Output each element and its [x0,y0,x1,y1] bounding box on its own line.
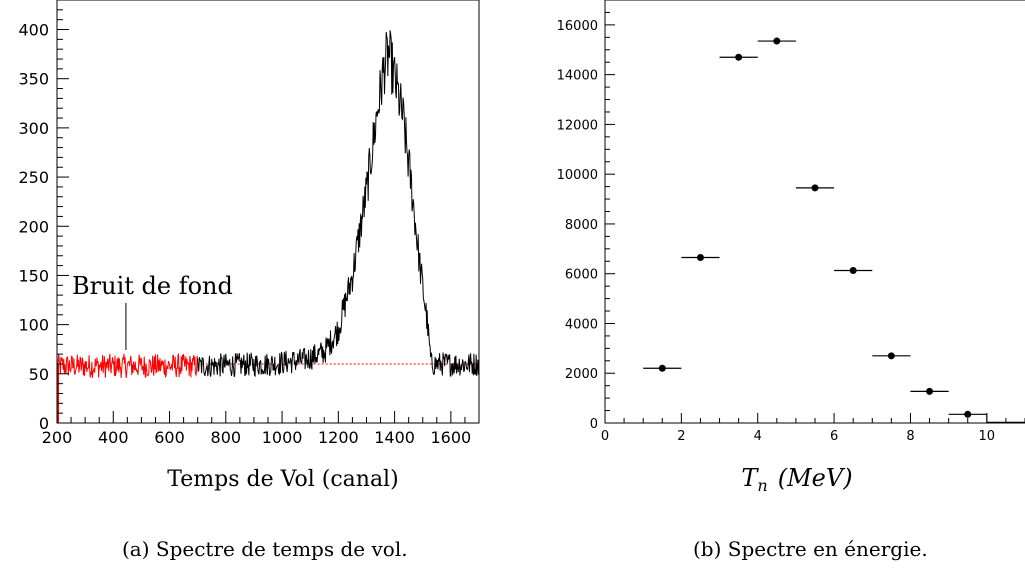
x-tick-label: 200 [42,428,73,447]
x-axis-title-base: T [741,464,759,492]
y-tick-label: 0 [39,414,49,433]
caption-a: (a) Spectre de temps de vol. [122,537,408,561]
y-tick-label: 10000 [557,168,598,183]
data-point [811,184,819,192]
x-tick-label: 6 [830,429,838,444]
x-tick-label: 800 [211,428,242,447]
y-tick-label: 100 [18,316,49,335]
x-tick-label: 8 [906,429,914,444]
tail-step [986,414,1025,423]
y-tick-label: 250 [18,168,49,187]
x-tick-label: 2 [677,429,685,444]
x-tick-label: 1600 [431,428,472,447]
data-point [735,53,743,61]
panel-a-time-of-flight: 200 400 600 800 1000 1200 1400 1600 0 50 100 150 200… [18,0,480,492]
x-tick-label: 10 [979,429,996,444]
x-tick-label: 400 [98,428,129,447]
y-tick-label: 6000 [565,268,598,283]
data-point [696,254,704,262]
y-tick-label: 12000 [557,118,598,133]
data-point [964,410,972,418]
x-axis-title-units: (MeV) [778,464,853,492]
x-tick-label: 0 [601,429,609,444]
background-noise-series [56,352,199,378]
y-tick-label: 400 [18,21,49,40]
data-point [887,352,895,360]
caption-b: (b) Spectre en énergie. [693,537,928,561]
panel-b-energy-spectrum: 0 2 4 6 8 10 0 2000 4000 6000 8000 10000 12000 14000 1… [557,0,1025,495]
data-point [849,266,857,274]
y-tick-label: 16000 [557,19,598,34]
y-tick-label: 300 [18,119,49,138]
y-tick-label: 200 [18,217,49,236]
data-point [926,387,934,395]
y-tick-label: 2000 [565,367,598,382]
x-tick-label: 1000 [262,428,303,447]
y-tick-label: 14000 [557,69,598,84]
x-axis-title: Temps de Vol (canal) [167,467,398,492]
y-tick-label: 350 [18,70,49,89]
x-axis-title-subscript: n [757,476,767,495]
plot-frame-b [604,0,1025,424]
signal-series [197,30,480,378]
x-tick-label: 1400 [374,428,415,447]
y-tick-label: 4000 [565,317,598,332]
y-tick-label: 50 [29,365,49,384]
x-tick-label: 1200 [318,428,359,447]
y-tick-label: 150 [18,266,49,285]
data-point [773,37,781,45]
y-tick-label: 8000 [565,218,598,233]
x-axis-title: Tn (MeV) [741,464,852,495]
x-tick-label: 4 [754,429,762,444]
x-tick-label: 600 [154,428,185,447]
y-tick-label: 0 [590,417,598,432]
annotation-label: Bruit de fond [72,272,233,300]
data-point [658,364,666,372]
